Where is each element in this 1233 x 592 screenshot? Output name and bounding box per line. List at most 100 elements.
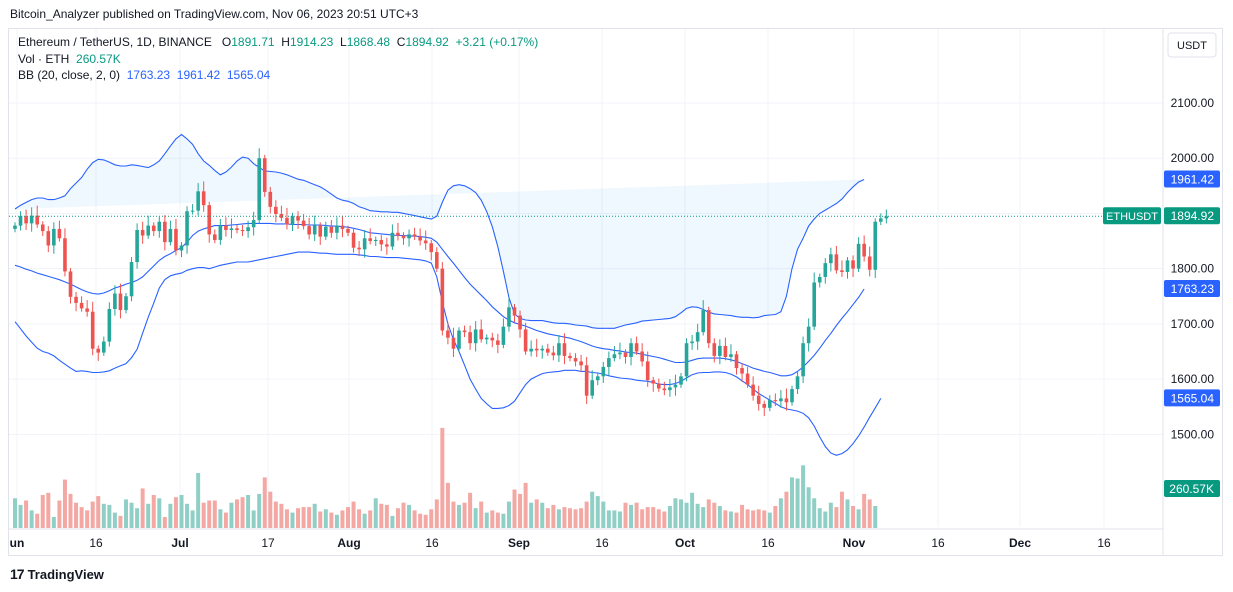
candle [768, 400, 772, 408]
volume-bar [812, 498, 817, 528]
symbol-tag-box [1103, 207, 1161, 225]
volume-bar [35, 513, 40, 528]
volume-bar [284, 509, 289, 528]
high-value: 1914.23 [289, 35, 334, 49]
volume-bar [85, 510, 90, 528]
volume-bar [623, 502, 628, 528]
bb-upper-value: 1961.42 [176, 68, 221, 82]
price-label-box [1164, 389, 1220, 407]
currency-button[interactable] [1167, 32, 1217, 58]
candle [46, 231, 51, 246]
volume-bar [612, 510, 617, 528]
candle [518, 315, 522, 330]
price-label-box [1164, 207, 1220, 225]
bb-label[interactable]: BB (20, close, 2, 0) [18, 68, 121, 82]
volume-bar [112, 512, 117, 528]
volume-bar [135, 508, 140, 528]
volume-bar [384, 504, 389, 528]
candle [879, 218, 883, 222]
candle [329, 226, 334, 233]
candle [634, 343, 639, 352]
volume-bar [579, 508, 584, 528]
candle [718, 345, 722, 356]
volume-bar [479, 501, 484, 528]
volume-bar [568, 508, 572, 528]
volume-bar [551, 504, 556, 528]
volume-bar [235, 499, 239, 528]
volume-bar [323, 509, 328, 528]
volume-bar [74, 502, 79, 528]
volume-bar [795, 478, 800, 528]
candle [479, 329, 483, 340]
candle [324, 226, 328, 237]
candle [568, 355, 572, 359]
x-tick-label: 16 [425, 536, 439, 550]
x-tick-label: Aug [337, 536, 360, 550]
candle [657, 383, 661, 389]
candle [690, 341, 694, 344]
volume-bar [690, 492, 695, 528]
volume-bar [595, 496, 600, 528]
candle [584, 365, 589, 396]
volume-bar [529, 502, 534, 528]
volume-bar [196, 473, 201, 528]
x-tick-label: Jul [171, 536, 188, 550]
candle [129, 262, 134, 297]
volume-label[interactable]: Vol · ETH [18, 51, 70, 66]
candle [423, 240, 428, 244]
candle [207, 205, 212, 235]
candle [651, 380, 656, 384]
volume-bar [801, 465, 806, 528]
bb-band-fill [15, 134, 865, 329]
y-tick-label: 2000.00 [1171, 151, 1215, 165]
bb-basis-line [14, 222, 865, 377]
x-tick-label: Dec [1009, 536, 1031, 550]
candle [335, 225, 339, 233]
volume-bar [767, 512, 772, 528]
candle [601, 366, 606, 377]
volume-bar [828, 502, 833, 528]
volume-bar [617, 511, 622, 528]
symbol-description[interactable]: Ethereum / TetherUS, 1D, BINANCE [18, 35, 212, 49]
candle [79, 302, 84, 309]
volume-bar [562, 507, 567, 528]
price-label-box [1164, 170, 1220, 188]
candle [529, 348, 533, 352]
volume-bar [318, 511, 323, 528]
candle [29, 215, 34, 224]
x-tick-label: un [10, 536, 25, 550]
volume-bar [740, 504, 745, 528]
y-tick-label: 1600.00 [1171, 372, 1215, 386]
volume-bar [673, 498, 678, 528]
volume-bar [823, 511, 828, 528]
y-tick-label: 1800.00 [1171, 262, 1215, 276]
volume-bar [173, 497, 178, 528]
price-label: 1961.42 [1171, 173, 1215, 187]
candle [496, 340, 500, 345]
volume-bar [68, 493, 73, 528]
volume-bar [146, 503, 151, 528]
chart-frame[interactable] [8, 28, 1223, 556]
volume-bar [817, 508, 822, 528]
x-tick-label: 16 [931, 536, 945, 550]
volume-bar [751, 510, 756, 528]
volume-bar [340, 510, 345, 528]
volume-bar [13, 498, 17, 528]
candle [845, 260, 850, 272]
candle [607, 358, 611, 367]
volume-bar [606, 510, 611, 528]
price-label: 1894.92 [1171, 209, 1215, 223]
currency-button-label[interactable]: USDT [1177, 40, 1207, 52]
volume-bar [490, 510, 495, 528]
volume-bar [701, 507, 706, 528]
candle [163, 221, 167, 243]
volume-bar [162, 517, 167, 528]
bb-basis-value: 1763.23 [126, 68, 171, 82]
candle [473, 329, 478, 344]
candle [867, 256, 872, 270]
candle [229, 228, 234, 231]
candle [201, 191, 206, 206]
volume-bar [806, 487, 811, 528]
candle [840, 270, 844, 272]
